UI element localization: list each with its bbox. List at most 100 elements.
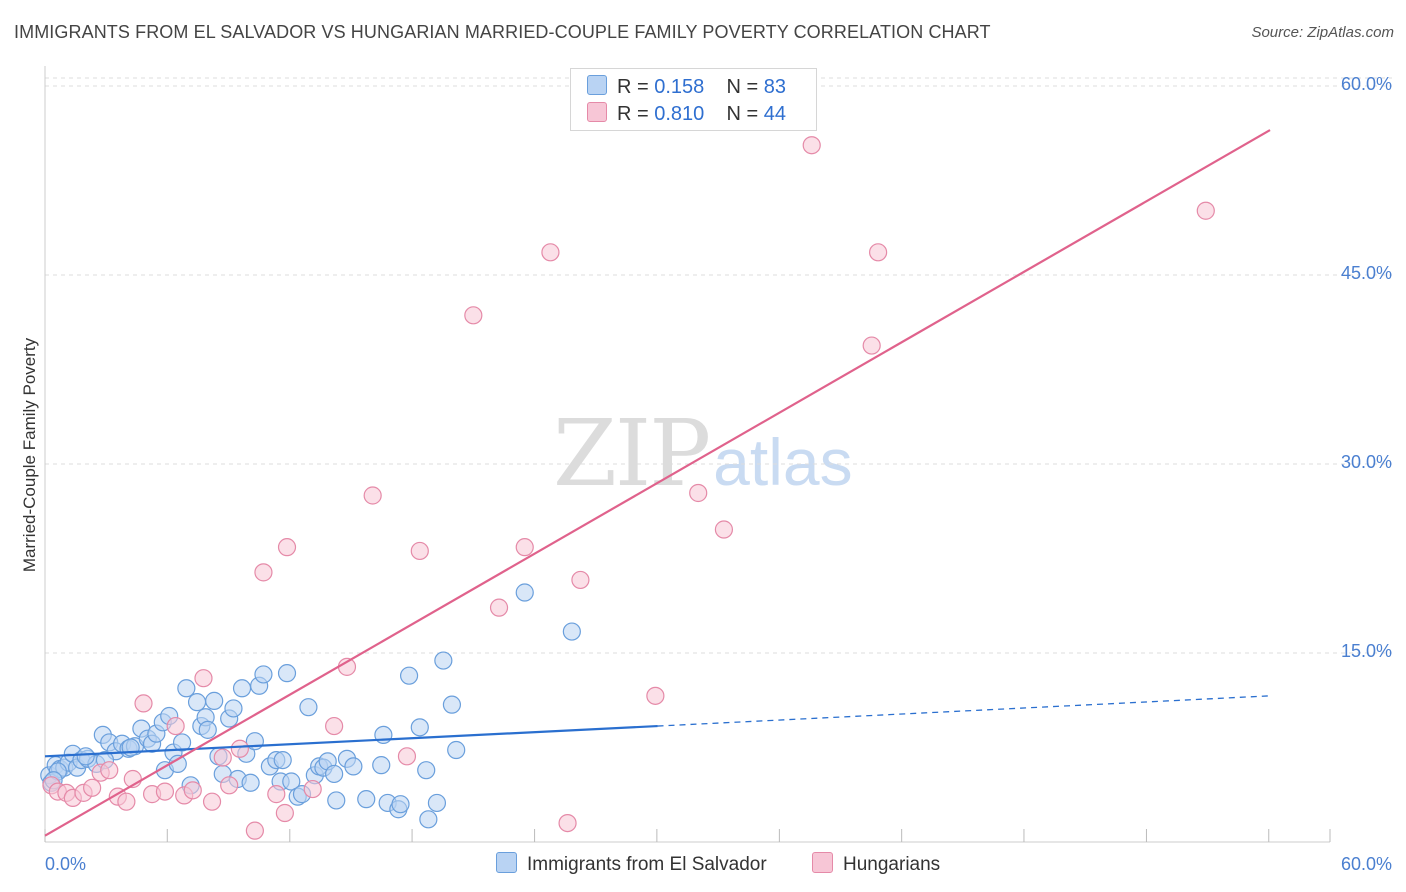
point-hungarians: [541, 243, 560, 262]
point-immigrants: [277, 664, 297, 683]
point-immigrants: [372, 756, 391, 775]
legend-swatch-blue: [587, 75, 607, 95]
point-immigrants: [187, 693, 207, 712]
point-hungarians: [100, 761, 119, 780]
point-hungarians: [489, 598, 509, 617]
point-hungarians: [267, 785, 286, 804]
y-tick-label: 60.0%: [1341, 74, 1392, 94]
point-hungarians: [1196, 201, 1215, 220]
y-tick-label: 30.0%: [1341, 452, 1392, 472]
point-hungarians: [275, 803, 294, 823]
point-immigrants: [562, 622, 581, 641]
point-immigrants: [232, 679, 252, 698]
point-immigrants: [224, 699, 243, 718]
legend-row-pink: R = 0.810 N = 44: [587, 102, 786, 126]
point-immigrants: [241, 773, 260, 792]
point-hungarians: [802, 136, 821, 155]
legend-label-hungarians: Hungarians: [843, 854, 941, 875]
point-hungarians: [134, 694, 153, 713]
legend-n-value-blue: 83: [763, 76, 787, 98]
legend-r-value-pink: 0.810: [654, 103, 705, 125]
point-immigrants: [391, 795, 410, 814]
point-hungarians: [194, 669, 213, 688]
point-hungarians: [397, 747, 417, 766]
point-immigrants: [447, 740, 466, 760]
point-immigrants: [172, 733, 192, 752]
point-immigrants: [198, 720, 217, 739]
x-tick-label: 0.0%: [45, 854, 86, 874]
trend-line-immigrants-extension: [657, 695, 1271, 727]
point-hungarians: [646, 686, 665, 705]
point-hungarians: [245, 821, 264, 840]
y-tick-label: 45.0%: [1341, 263, 1392, 283]
point-immigrants: [344, 757, 363, 776]
point-immigrants: [327, 791, 346, 810]
point-hungarians: [410, 541, 429, 561]
point-hungarians: [571, 570, 590, 590]
point-immigrants: [357, 790, 376, 809]
point-immigrants: [417, 761, 436, 780]
legend-r-label-blue: R =: [617, 76, 649, 98]
point-hungarians: [83, 778, 102, 797]
tick-labels: 15.0% 30.0% 45.0% 60.0% 0.0% 60.0% Married-Cou…: [20, 74, 1392, 874]
point-hungarians: [166, 716, 185, 736]
trend-lines: [44, 129, 1271, 837]
point-hungarians: [325, 716, 344, 736]
point-hungarians: [558, 813, 577, 833]
point-hungarians: [303, 779, 322, 799]
legend-n-label-blue: N =: [726, 76, 759, 98]
chart-title: IMMIGRANTS FROM EL SALVADOR VS HUNGARIAN…: [14, 22, 991, 42]
point-hungarians: [689, 483, 708, 503]
point-hungarians: [230, 739, 249, 758]
legend-row-blue: R = 0.158 N = 83: [587, 75, 786, 99]
legend-r-label-pink: R =: [617, 103, 649, 125]
legend-item-hungarians: Hungarians: [812, 852, 940, 876]
legend-swatch-hungarians: [812, 852, 833, 873]
legend-label-immigrants: Immigrants from El Salvador: [527, 854, 767, 875]
legend-n-value-pink: 44: [763, 103, 787, 125]
point-hungarians: [213, 748, 232, 767]
point-hungarians: [220, 776, 239, 795]
point-immigrants: [399, 666, 419, 685]
watermark-zip: ZIP: [553, 400, 711, 507]
legend-r-value-blue: 0.158: [654, 76, 705, 98]
point-hungarians: [363, 486, 382, 505]
correlation-legend: R = 0.158 N = 83 R = 0.810 N = 44: [570, 68, 817, 131]
point-immigrants: [442, 695, 462, 714]
point-hungarians: [117, 792, 136, 811]
point-immigrants: [419, 810, 438, 829]
point-hungarians: [714, 520, 734, 539]
point-immigrants: [205, 691, 224, 710]
y-tick-label: 15.0%: [1341, 641, 1392, 661]
point-hungarians: [862, 336, 881, 355]
legend-swatch-pink: [587, 102, 607, 122]
legend-item-immigrants-el-salvador: Immigrants from El Salvador: [496, 852, 767, 876]
point-hungarians: [254, 563, 273, 582]
point-immigrants: [427, 793, 447, 813]
point-immigrants: [299, 698, 318, 717]
x-tick-label: 60.0%: [1341, 854, 1392, 874]
point-immigrants: [515, 583, 534, 602]
trend-line-immigrants: [44, 724, 658, 758]
point-hungarians: [464, 306, 483, 325]
grid-lines: [45, 77, 1392, 654]
point-immigrants: [177, 679, 196, 698]
series-hungarians: [42, 136, 1215, 840]
point-hungarians: [183, 781, 202, 800]
point-immigrants: [325, 764, 344, 784]
legend-swatch-immigrants: [496, 852, 517, 873]
point-hungarians: [202, 792, 222, 811]
axes: [44, 66, 1331, 843]
point-hungarians: [515, 538, 534, 557]
point-immigrants: [254, 665, 273, 684]
point-hungarians: [869, 243, 888, 262]
point-hungarians: [277, 538, 297, 557]
legend-n-label-pink: N =: [726, 103, 759, 125]
point-immigrants: [282, 772, 301, 791]
point-immigrants: [273, 750, 292, 770]
source-label: Source: ZipAtlas.com: [1251, 24, 1394, 41]
y-axis-title: Married-Couple Family Poverty: [20, 337, 39, 572]
trend-line-hungarians: [44, 129, 1271, 837]
point-immigrants: [76, 747, 95, 766]
